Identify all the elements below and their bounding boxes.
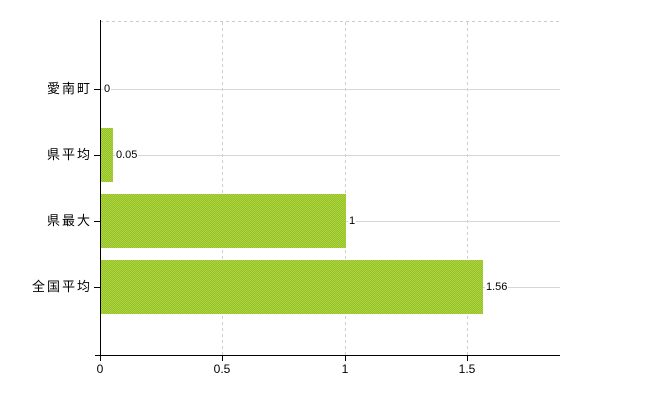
x-tick (345, 355, 346, 361)
category-label: 県最大 (46, 213, 92, 228)
plot-top-border (100, 21, 560, 22)
y-tick (94, 155, 100, 156)
category-label: 県平均 (46, 147, 92, 162)
h-gridline (101, 89, 560, 90)
bar-value-label: 1.56 (485, 280, 509, 294)
y-tick (94, 287, 100, 288)
y-tick (94, 221, 100, 222)
bar-value-label: 0.05 (115, 148, 139, 162)
bar (101, 260, 483, 314)
y-axis (100, 20, 101, 356)
v-gridline (345, 22, 346, 355)
bar (101, 128, 113, 182)
x-tick (467, 355, 468, 361)
bar-value-label: 1 (348, 214, 357, 228)
x-tick-label: 0 (96, 362, 104, 376)
x-tick-label: 1 (341, 362, 349, 376)
x-tick-label: 0.5 (213, 362, 231, 376)
x-tick (100, 355, 101, 361)
y-tick (94, 89, 100, 90)
v-gridline (467, 22, 468, 355)
x-tick (222, 355, 223, 361)
x-axis (95, 355, 560, 356)
h-gridline (101, 155, 560, 156)
x-tick-label: 1.5 (458, 362, 476, 376)
v-gridline (222, 22, 223, 355)
bar-value-label: 0 (103, 82, 112, 96)
category-label: 全国平均 (31, 279, 92, 294)
bar (101, 194, 346, 248)
category-label: 愛南町 (46, 81, 92, 96)
